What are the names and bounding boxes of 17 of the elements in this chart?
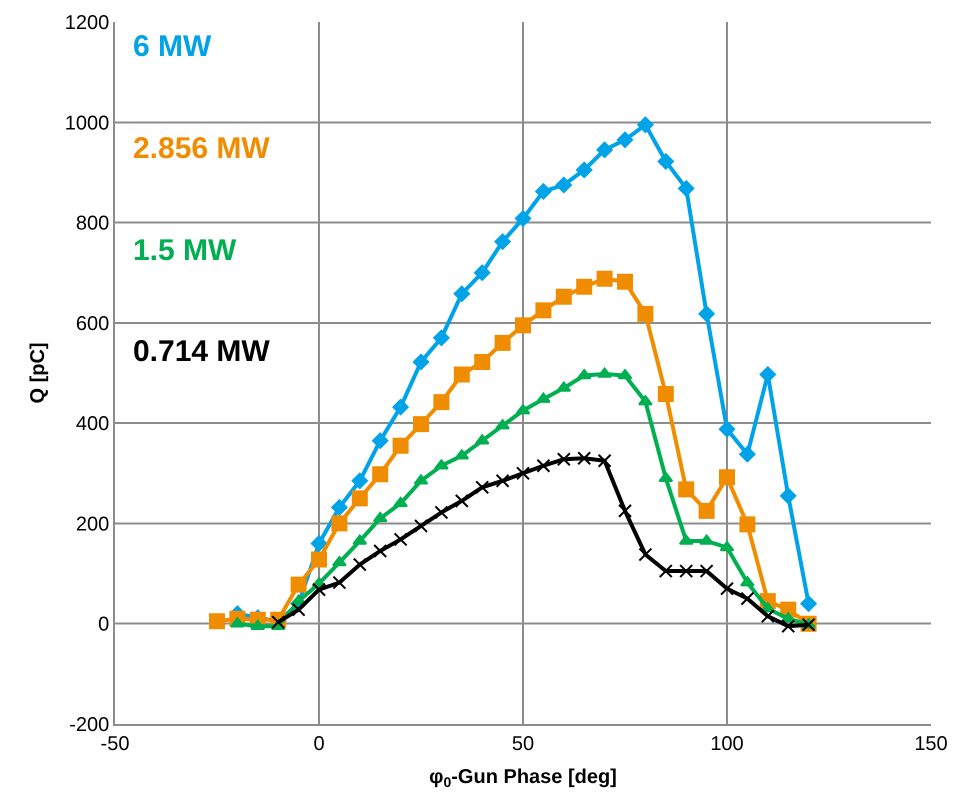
y-tick-label: 400	[76, 413, 110, 436]
text: 0.714 MW	[133, 335, 270, 368]
y-tick-label: 1000	[64, 112, 110, 134]
y-tick-label: 0	[98, 614, 110, 636]
y-tick-label: 800	[76, 212, 110, 235]
text: 6 MW	[133, 30, 212, 63]
x-tick-label: 50	[512, 732, 534, 755]
x-tick-label: 100	[710, 732, 744, 755]
y-tick-label: 1200	[64, 12, 110, 34]
text: 1.5 MW	[133, 234, 238, 267]
y-tick-label: 200	[76, 513, 110, 536]
x-tick-label: 0	[313, 732, 325, 755]
y-axis-title: Q [pC]	[26, 342, 49, 404]
x-tick-label: 150	[914, 732, 948, 755]
x-axis-title: φ$_{0}$-Gun Phase [deg]	[429, 766, 617, 790]
text: 2.856 MW	[133, 132, 270, 165]
y-tick-label: 600	[76, 312, 110, 335]
